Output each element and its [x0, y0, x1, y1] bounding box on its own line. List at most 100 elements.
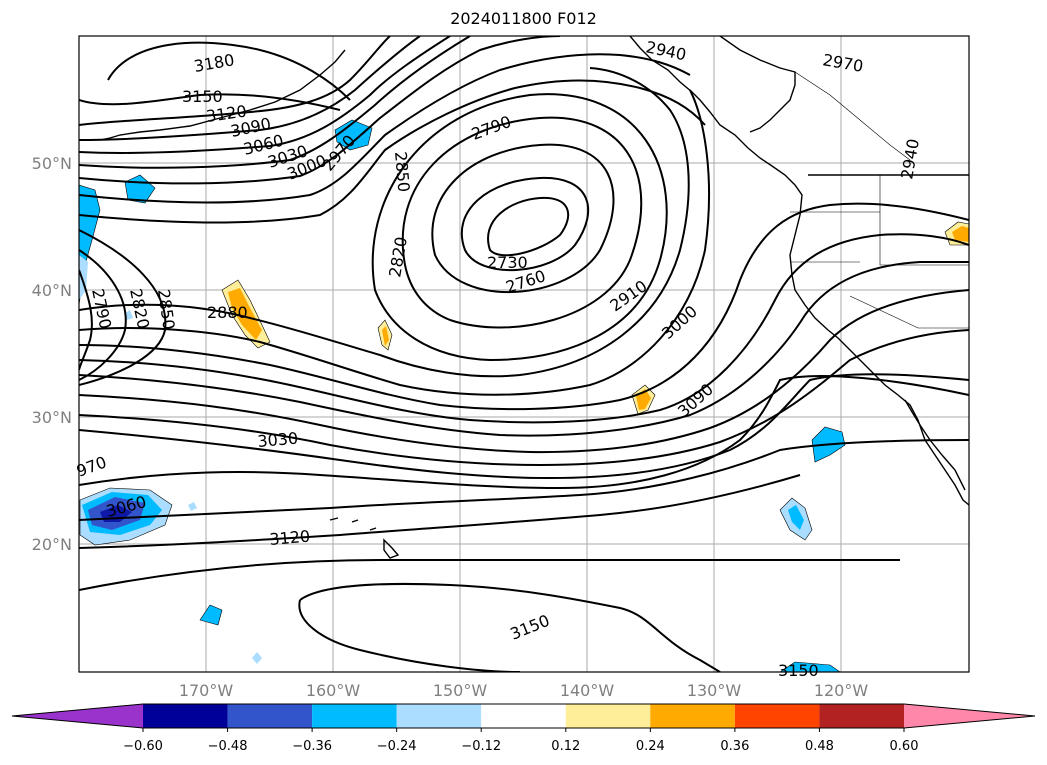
shaded-fields: [79, 119, 969, 672]
colorbar-segment: [227, 704, 313, 728]
contour-3090: [79, 36, 421, 141]
colorbar-tick-label: 0.24: [636, 739, 665, 754]
contour-3090-b: [79, 373, 969, 480]
colorbar-segment: [819, 704, 904, 728]
contour-label: 2850: [154, 288, 178, 331]
alaska-coast: [719, 36, 796, 133]
colorbar-segment: [650, 704, 735, 728]
contour-2970: [79, 53, 691, 204]
lon-label-140w: 140°W: [560, 681, 615, 700]
shade-negative-small-6: [252, 652, 262, 664]
latitude-labels: 50°N 40°N 30°N 20°N: [32, 154, 72, 554]
state-border-2: [790, 175, 881, 263]
lat-label-30n: 30°N: [32, 408, 72, 427]
colorbar-tick-label: −0.12: [461, 739, 501, 754]
contour-label: 3150: [507, 611, 552, 644]
shade-negative-small-4: [188, 502, 197, 511]
contour-3060: [79, 36, 451, 154]
contour-3150-c2: [298, 599, 521, 672]
height-contours: [79, 36, 969, 672]
contour-label: 2970: [821, 50, 864, 76]
contour-label: 2790: [469, 112, 514, 144]
contour-3060-b: [79, 329, 969, 467]
hawaii-islands: [329, 517, 400, 559]
colorbar-tick-label: 0.60: [890, 739, 919, 754]
shade-positive-east-inner: [952, 226, 969, 242]
contour-2820: [401, 116, 643, 329]
shade-negative-east-3: [779, 661, 841, 672]
contour-2850: [371, 93, 668, 362]
contour-3180-b: [79, 474, 801, 549]
lon-label-150w: 150°W: [433, 681, 488, 700]
state-border-1: [790, 211, 969, 266]
contour-label: 2910: [606, 276, 650, 315]
contour-label: 3120: [269, 527, 311, 549]
contour-label: 3090: [674, 380, 717, 421]
contour-2880: [79, 67, 690, 378]
colorbar-tick-label: −0.24: [377, 739, 417, 754]
lat-label-20n: 20°N: [32, 535, 72, 554]
contour-2730: [487, 196, 570, 257]
coastline-north-america: [629, 36, 969, 506]
contour-label: 2940: [897, 137, 923, 180]
gridlines: [79, 36, 969, 672]
colorbar-tick-label: 0.36: [720, 739, 749, 754]
colorbar-segment: [396, 704, 482, 728]
contour-west-2790: [79, 269, 93, 371]
contour-3150: [79, 93, 341, 111]
longitude-labels: 170°W 160°W 150°W 140°W 130°W 120°W: [179, 681, 869, 700]
contour-3150-c: [299, 582, 721, 672]
contour-3030-b: [79, 289, 969, 454]
colorbar-segment: [565, 704, 651, 728]
colorbar-tick-label: −0.36: [292, 739, 332, 754]
contour-3150-b: [79, 439, 969, 521]
contour-3180: [107, 41, 351, 101]
colorbar-tick-label: −0.48: [208, 739, 248, 754]
contour-label: 3030: [257, 429, 299, 451]
lon-label-120w: 120°W: [814, 681, 869, 700]
lon-label-160w: 160°W: [306, 681, 361, 700]
contour-3210: [79, 558, 900, 591]
colorbar: −0.60 −0.48 −0.36 −0.24 −0.12 0.12 0.24 0.36 0.4…: [11, 703, 1036, 754]
shade-negative-east-2-inner: [788, 505, 804, 530]
lon-label-130w: 130°W: [687, 681, 742, 700]
shade-positive-1-inner: [228, 288, 262, 340]
shade-negative-small-2: [334, 119, 373, 151]
contour-label: 3150: [778, 661, 819, 680]
contour-3000-b: [79, 261, 969, 437]
map-frame: [78, 35, 970, 673]
colorbar-segment: [481, 704, 566, 728]
colorbar-segment: [734, 704, 820, 728]
shade-negative-small-5: [199, 604, 223, 626]
contour-label: 2880: [207, 303, 248, 322]
lat-label-50n: 50°N: [32, 154, 72, 173]
colorbar-extend-min: [12, 704, 143, 728]
lon-label-170w: 170°W: [179, 681, 234, 700]
contour-west-2850: [79, 229, 167, 386]
contour-2940-b: [79, 202, 969, 411]
contour-label: 2730: [487, 253, 528, 272]
contour-3120: [79, 36, 391, 126]
state-border-3: [849, 295, 969, 329]
contour-3000: [79, 36, 561, 185]
contour-label: 3150: [182, 87, 223, 106]
colorbar-segment: [312, 704, 397, 728]
lat-label-40n: 40°N: [32, 281, 72, 300]
contour-2760: [460, 176, 590, 271]
contour-2940: [79, 79, 706, 224]
contour-2910: [79, 89, 710, 396]
alaska-canada-border: [794, 71, 911, 161]
contour-2970-b: [79, 233, 969, 424]
contour-label: 3180: [192, 50, 235, 76]
colorbar-segment: [143, 704, 228, 728]
contour-3120-b: [79, 374, 969, 490]
map-title: 2024011800 F012: [450, 9, 597, 28]
contour-3030: [79, 36, 471, 169]
colorbar-tick-label: −0.60: [123, 739, 163, 754]
colorbar-tick-label: 0.12: [551, 739, 580, 754]
contour-2790: [431, 143, 615, 293]
contour-label: 2850: [391, 151, 413, 193]
shade-positive-2-inner: [382, 326, 389, 346]
colorbar-extend-max: [904, 704, 1035, 728]
